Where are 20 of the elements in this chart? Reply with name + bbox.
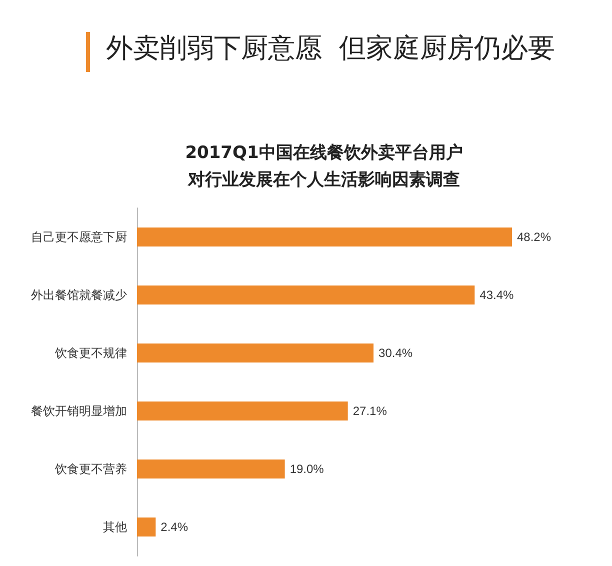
y-tick-label: 自己更不愿意下厨 xyxy=(31,230,127,244)
data-label: 2.4% xyxy=(160,520,188,534)
data-label: 48.2% xyxy=(517,230,552,244)
data-label: 19.0% xyxy=(290,462,324,476)
y-tick-label: 其他 xyxy=(103,520,127,534)
bar xyxy=(137,228,512,246)
chart-title: 外卖削弱下厨意愿 但家庭厨房仍必要 xyxy=(106,32,556,66)
chart-subtitle: 2017Q1中国在线餐饮外卖平台用户对行业发展在个人生活影响因素调查 xyxy=(184,142,464,192)
bar xyxy=(137,460,285,478)
data-label: 27.1% xyxy=(352,404,388,418)
data-label: 43.4% xyxy=(480,288,514,302)
bar xyxy=(137,344,374,362)
y-tick-label: 饮食更不规律 xyxy=(54,346,127,360)
bar xyxy=(137,402,348,420)
y-tick-label: 餐饮开销明显增加 xyxy=(31,404,127,418)
y-tick-label: 外出餐馆就餐减少 xyxy=(31,288,127,302)
y-tick-label: 饮食更不营养 xyxy=(54,462,127,476)
data-label: 30.4% xyxy=(378,346,413,360)
bar xyxy=(137,286,475,304)
bar xyxy=(137,518,156,536)
